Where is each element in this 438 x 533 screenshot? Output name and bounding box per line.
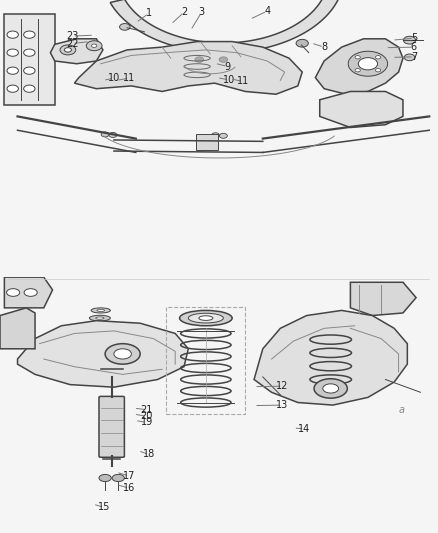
Polygon shape [74,42,302,94]
Bar [4,14,55,106]
Text: 11: 11 [237,76,249,86]
Circle shape [99,474,111,482]
Circle shape [24,289,37,296]
Polygon shape [50,39,103,64]
Circle shape [7,31,18,38]
Circle shape [24,49,35,56]
Circle shape [296,39,308,47]
Circle shape [403,36,416,44]
Circle shape [24,85,35,92]
Ellipse shape [87,323,110,329]
Polygon shape [0,308,35,349]
Circle shape [7,49,18,56]
Circle shape [86,41,102,51]
Text: 14: 14 [298,424,311,434]
Bar [166,306,245,414]
Circle shape [120,23,130,30]
Circle shape [375,55,381,59]
Ellipse shape [180,310,232,326]
Circle shape [314,379,347,398]
Text: 6: 6 [411,42,417,52]
Circle shape [101,132,109,137]
Ellipse shape [95,317,104,319]
Text: 21: 21 [141,405,153,415]
Text: 11: 11 [123,73,135,83]
Circle shape [212,133,219,138]
Text: a: a [399,405,405,415]
Text: 19: 19 [141,417,153,427]
Ellipse shape [91,308,110,313]
Circle shape [7,85,18,92]
Polygon shape [350,282,416,316]
Text: 15: 15 [98,503,110,512]
Circle shape [355,55,360,59]
Ellipse shape [188,313,223,323]
Polygon shape [320,92,403,127]
Circle shape [109,133,117,138]
Text: 23: 23 [66,31,78,41]
Ellipse shape [94,325,103,327]
Ellipse shape [97,309,105,311]
Circle shape [355,69,360,72]
Text: 7: 7 [411,52,417,62]
Circle shape [64,47,71,52]
Polygon shape [254,310,407,405]
Text: 13: 13 [276,400,289,410]
Text: 3: 3 [198,7,205,18]
Text: 4: 4 [264,6,270,16]
Circle shape [24,67,35,74]
Circle shape [219,133,227,138]
Circle shape [323,384,339,393]
Polygon shape [315,39,403,94]
Circle shape [348,51,388,76]
Circle shape [60,45,76,55]
Text: 17: 17 [123,471,135,481]
Circle shape [404,54,415,61]
Text: 9: 9 [225,61,231,71]
Ellipse shape [199,316,213,320]
Circle shape [7,289,20,296]
Circle shape [105,344,140,364]
Ellipse shape [89,316,110,321]
Polygon shape [110,0,344,53]
Circle shape [358,58,378,70]
Text: 10: 10 [108,73,120,83]
Text: 10: 10 [223,75,235,85]
Circle shape [375,69,381,72]
Text: 8: 8 [321,42,327,52]
Circle shape [195,57,204,62]
Text: 16: 16 [123,483,135,493]
Circle shape [24,31,35,38]
Text: 2: 2 [181,7,187,17]
Polygon shape [18,321,188,387]
Text: 1: 1 [146,9,152,18]
Circle shape [7,67,18,74]
Circle shape [114,349,131,359]
FancyBboxPatch shape [99,397,124,457]
Text: 22: 22 [66,38,78,49]
Circle shape [112,474,124,482]
Text: 20: 20 [141,411,153,422]
Text: 12: 12 [276,381,289,391]
Text: 5: 5 [411,33,417,43]
Circle shape [219,57,228,62]
Text: 18: 18 [143,449,155,459]
Circle shape [92,44,97,47]
Bar [196,134,218,150]
Polygon shape [4,277,53,308]
